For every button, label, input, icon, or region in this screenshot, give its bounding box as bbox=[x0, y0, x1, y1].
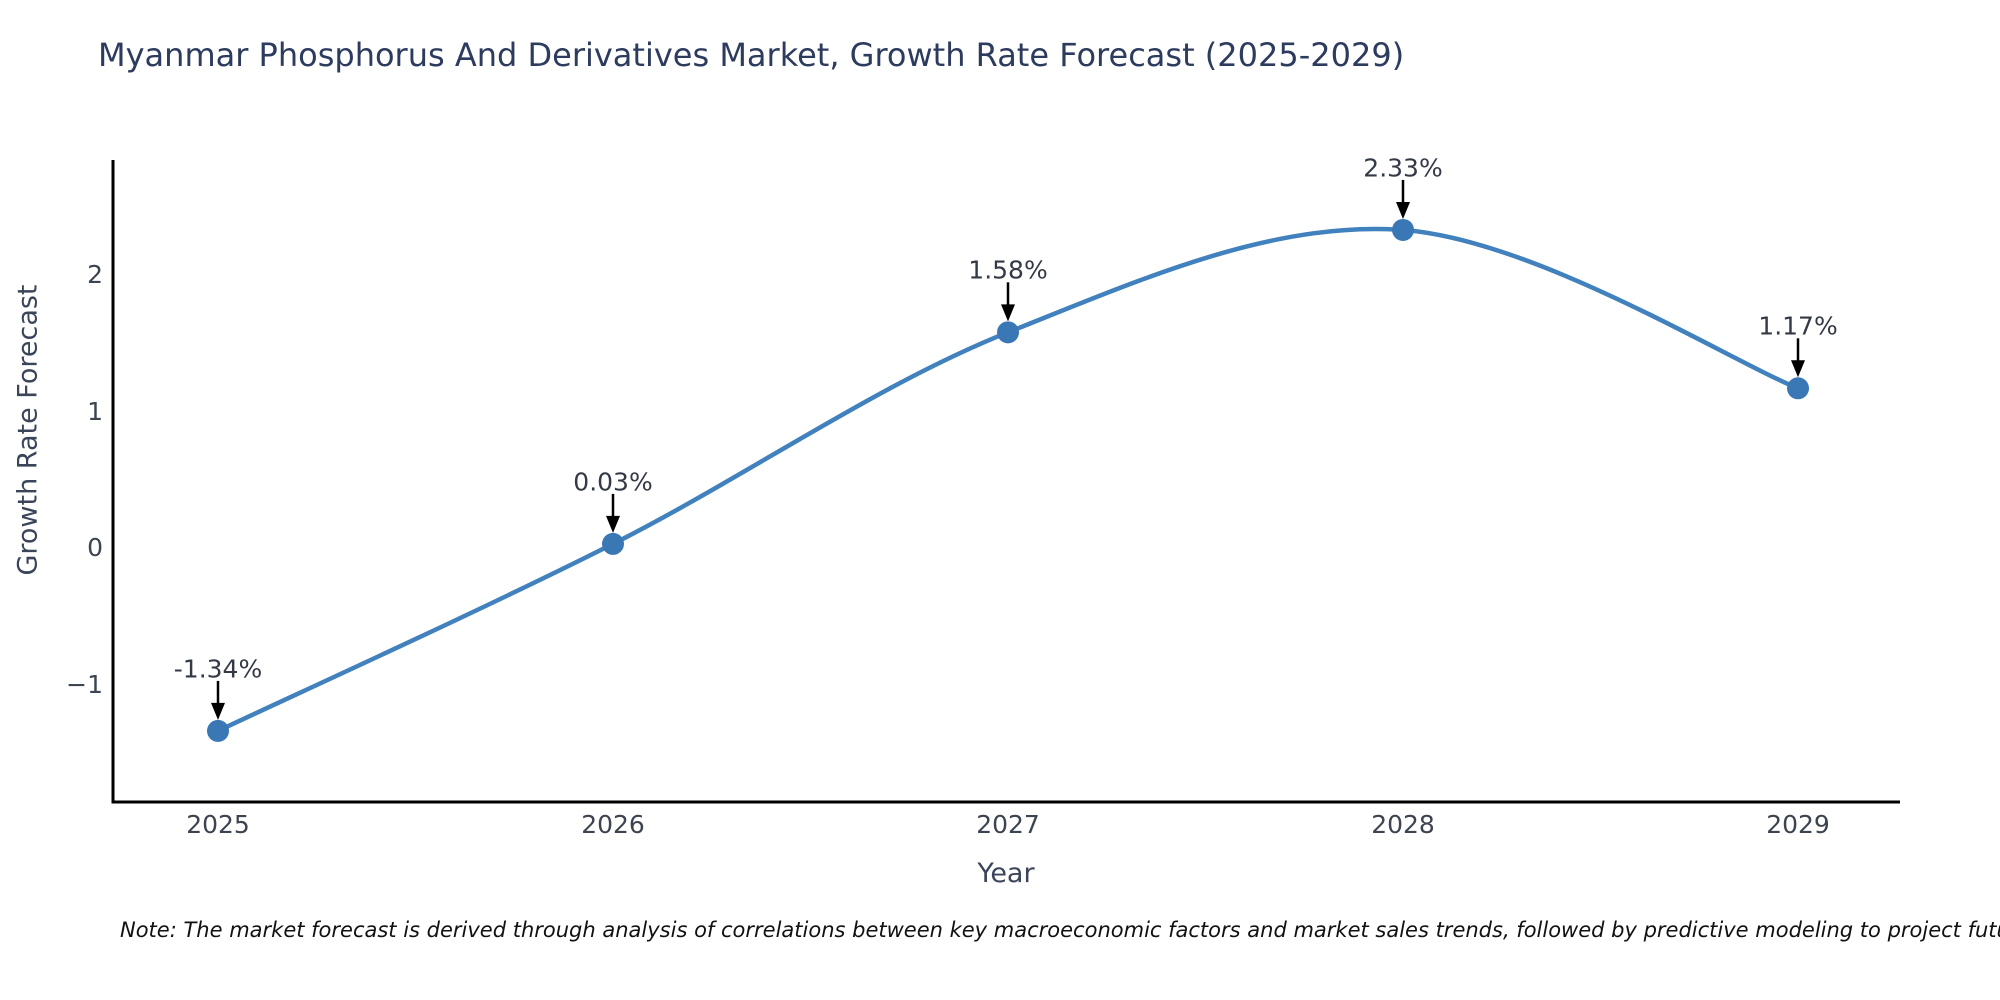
y-tick-0: 0 bbox=[87, 533, 103, 562]
annotation-arrow-head-2029 bbox=[1791, 360, 1805, 378]
footnote: Note: The market forecast is derived thr… bbox=[120, 918, 2000, 942]
x-tick-2026: 2026 bbox=[581, 810, 645, 839]
data-point-2027 bbox=[997, 321, 1019, 344]
x-tick-2028: 2028 bbox=[1371, 810, 1435, 839]
data-label-2025: -1.34% bbox=[173, 654, 263, 684]
data-point-2029 bbox=[1787, 377, 1809, 400]
y-tick-1: 1 bbox=[87, 396, 103, 426]
y-tick-2: 2 bbox=[87, 260, 103, 289]
data-label-2027: 1.58% bbox=[968, 255, 1048, 285]
annotation-arrow-head-2028 bbox=[1396, 201, 1410, 219]
x-tick-2025: 2025 bbox=[186, 810, 250, 839]
data-label-2029: 1.17% bbox=[1758, 311, 1838, 341]
annotation-arrow-head-2027 bbox=[1001, 304, 1015, 322]
x-tick-2027: 2027 bbox=[976, 810, 1040, 839]
x-tick-2029: 2029 bbox=[1766, 810, 1830, 839]
annotation-arrow-head-2026 bbox=[606, 515, 620, 533]
axes-spines bbox=[111, 160, 1900, 804]
annotation-arrow-head-2025 bbox=[211, 702, 225, 720]
data-point-2025 bbox=[207, 719, 229, 742]
data-label-2026: 0.03% bbox=[573, 467, 653, 497]
data-label-2028: 2.33% bbox=[1363, 153, 1443, 183]
x-axis-title: Year bbox=[977, 858, 1035, 889]
y-tick-neg1: −1 bbox=[66, 669, 103, 699]
data-point-2026 bbox=[602, 532, 624, 555]
data-point-2028 bbox=[1392, 218, 1414, 241]
chart-title: Myanmar Phosphorus And Derivatives Marke… bbox=[98, 36, 1405, 74]
